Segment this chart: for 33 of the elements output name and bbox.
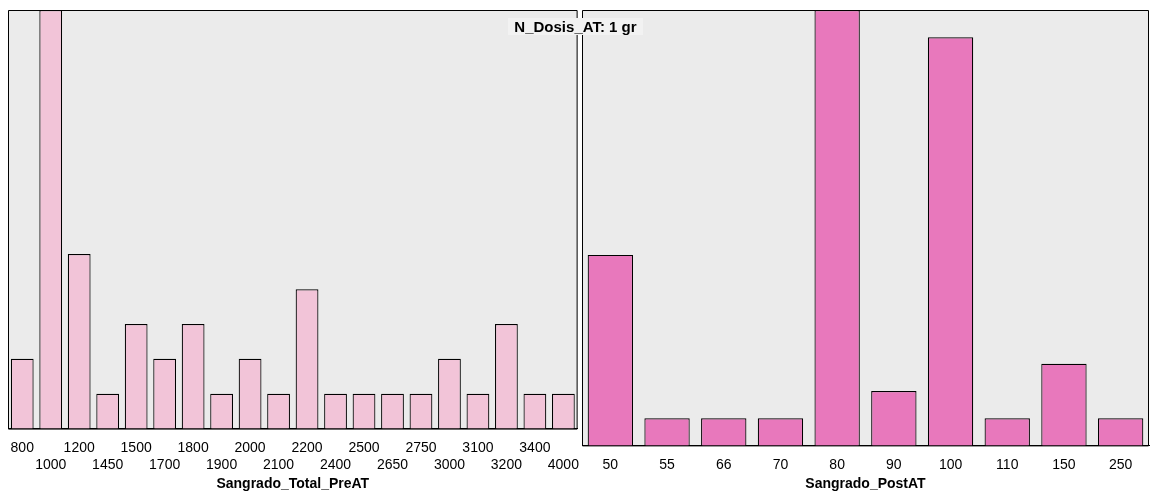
x-axis-title: Sangrado_PostAT xyxy=(805,475,927,492)
text: N_Dosis_AT: 1 gr xyxy=(508,18,643,35)
x-tick-label: 1450 xyxy=(92,455,124,472)
x-tick-label: 150 xyxy=(1052,455,1076,472)
x-tick-label: 250 xyxy=(1108,455,1133,472)
x-tick-label: 2100 xyxy=(262,455,295,472)
x-tick-label: 2750 xyxy=(405,438,437,455)
x-tick-label: 2650 xyxy=(376,455,409,472)
x-tick-label: 800 xyxy=(10,438,35,455)
x-tick-label: 100 xyxy=(938,455,963,472)
x-tick-label: 1900 xyxy=(206,455,238,472)
x-tick-label: 3200 xyxy=(490,455,523,472)
x-tick-label: 1800 xyxy=(177,438,209,455)
x-tick-label: 2500 xyxy=(348,438,380,455)
x-tick-label: 110 xyxy=(996,455,1019,472)
x-axis-title: Sangrado_Total_PreAT xyxy=(216,475,370,492)
x-tick-label: 80 xyxy=(829,455,846,472)
x-tick-label: 90 xyxy=(886,455,902,472)
x-tick-label: 2200 xyxy=(291,438,323,455)
x-tick-label: 2000 xyxy=(234,438,266,455)
x-tick-label: 1700 xyxy=(149,455,181,472)
x-tick-label: 55 xyxy=(659,455,676,472)
x-tick-label: 70 xyxy=(772,455,789,472)
x-tick-label: 1200 xyxy=(63,438,95,455)
x-tick-label: 66 xyxy=(715,455,732,472)
x-tick-label: 4000 xyxy=(547,455,580,472)
x-tick-label: 1500 xyxy=(120,438,152,455)
x-tick-label: 3000 xyxy=(433,455,466,472)
x-tick-label: 1000 xyxy=(35,455,67,472)
x-tick-label: 3400 xyxy=(519,438,551,455)
x-tick-label: 50 xyxy=(602,455,619,472)
x-tick-label: 3100 xyxy=(462,438,494,455)
x-tick-label: 2400 xyxy=(319,455,352,472)
